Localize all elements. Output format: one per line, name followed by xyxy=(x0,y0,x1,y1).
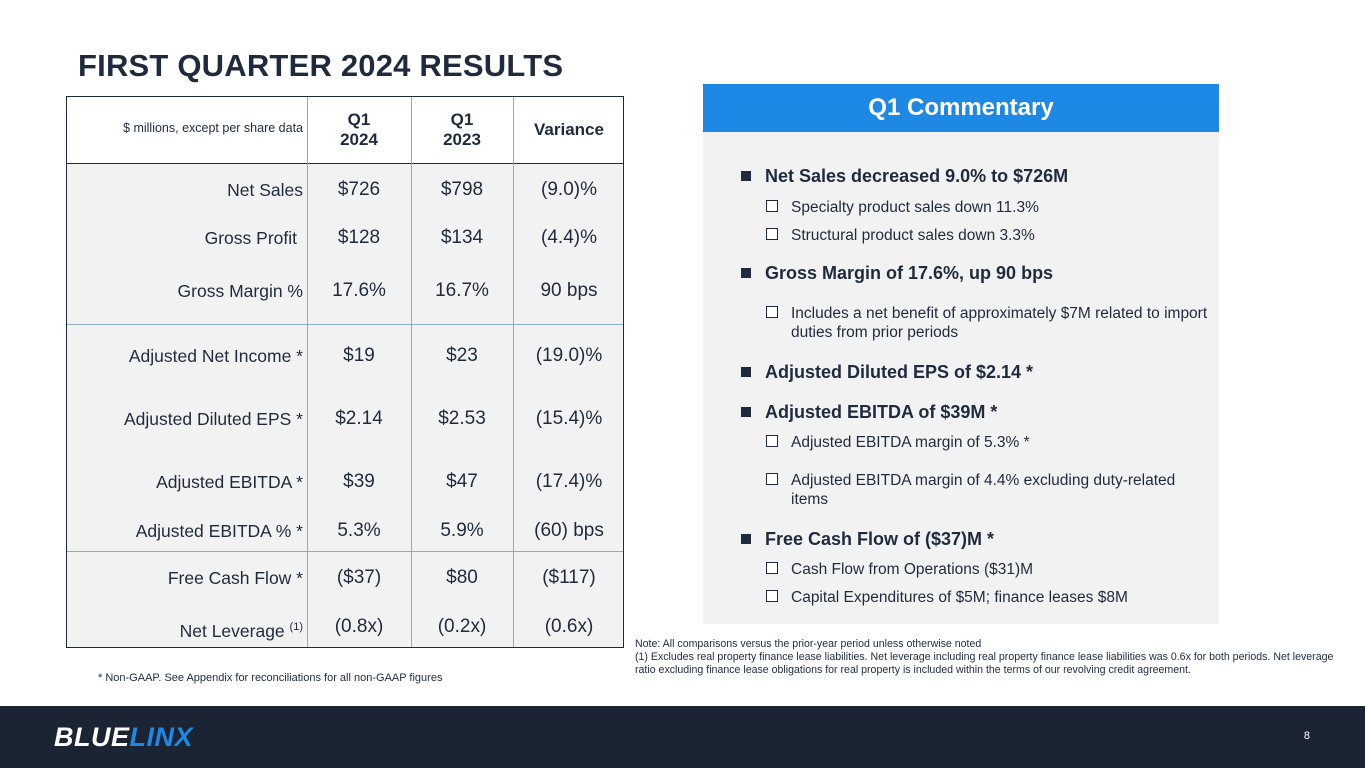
non-gaap-footnote: * Non-GAAP. See Appendix for reconciliat… xyxy=(98,672,443,684)
footnote-line: Note: All comparisons versus the prior-y… xyxy=(635,638,982,650)
row-label: Gross Profit xyxy=(204,228,297,248)
variance-value: (17.4)% xyxy=(535,471,603,492)
q1-2024-value: $128 xyxy=(337,227,381,248)
column-header-variance: Variance xyxy=(534,120,604,139)
column-divider xyxy=(307,97,308,647)
footnote-line: (1) Excludes real property finance lease… xyxy=(635,651,1334,676)
q1-2023-value: $80 xyxy=(446,567,478,588)
unit-note: $ millions, except per share data xyxy=(123,121,303,135)
row-label: Net Sales xyxy=(227,180,303,200)
hollow-square-bullet-icon xyxy=(766,200,778,212)
table-row: Adjusted EBITDA * $39 $47 (17.4)% xyxy=(67,467,623,497)
q1-2023-value: 16.7% xyxy=(435,280,489,301)
table-row: Net Leverage (1) (0.8x) (0.2x) (0.6x) xyxy=(67,612,623,642)
row-label: Adjusted EBITDA % * xyxy=(135,521,303,541)
variance-value: (0.6x) xyxy=(544,616,594,637)
variance-value: 90 bps xyxy=(540,280,598,301)
row-label: Free Cash Flow * xyxy=(167,568,303,588)
table-row: Net Sales $726 $798 (9.0)% xyxy=(67,175,623,205)
table-row: Gross Profit $128 $134 (4.4)% xyxy=(67,223,623,253)
q1-2024-value: $2.14 xyxy=(335,408,383,429)
square-bullet-icon xyxy=(741,171,751,181)
variance-value: (60) bps xyxy=(534,520,604,541)
q1-2024-value: $19 xyxy=(343,345,375,366)
commentary-panel: Net Sales decreased 9.0% to $726M Specia… xyxy=(703,132,1219,624)
hollow-square-bullet-icon xyxy=(766,435,778,447)
results-table: $ millions, except per share data Q1 2024… xyxy=(66,96,624,648)
variance-value: (9.0)% xyxy=(541,179,597,200)
table-row: Adjusted Net Income * $19 $23 (19.0)% xyxy=(67,341,623,371)
table-row: Adjusted EBITDA % * 5.3% 5.9% (60) bps xyxy=(67,516,623,546)
section-divider xyxy=(67,551,623,552)
q1-2024-value: $39 xyxy=(343,471,375,492)
q1-2024-value: 17.6% xyxy=(332,280,386,301)
column-divider xyxy=(513,97,514,647)
footnotes: Note: All comparisons versus the prior-y… xyxy=(635,638,1345,677)
table-row: Free Cash Flow * ($37) $80 ($117) xyxy=(67,563,623,593)
row-label: Adjusted EBITDA * xyxy=(156,472,303,492)
q1-2024-value: (0.8x) xyxy=(334,616,384,637)
q1-2024-value: ($37) xyxy=(336,567,382,588)
q1-2023-value: (0.2x) xyxy=(437,616,487,637)
bluelinx-logo: BLUELINX xyxy=(54,722,194,752)
q1-2023-value: $47 xyxy=(446,471,478,492)
row-label: Adjusted Net Income * xyxy=(128,346,303,366)
hollow-square-bullet-icon xyxy=(766,228,778,240)
q1-2023-value: $798 xyxy=(440,179,484,200)
column-divider xyxy=(411,97,412,647)
square-bullet-icon xyxy=(741,268,751,278)
row-label: Gross Margin % xyxy=(177,281,303,301)
q1-2023-value: 5.9% xyxy=(440,520,484,541)
table-row: Adjusted Diluted EPS * $2.14 $2.53 (15.4… xyxy=(67,404,623,434)
q1-2024-value: 5.3% xyxy=(337,520,381,541)
square-bullet-icon xyxy=(741,367,751,377)
row-label: Net Leverage (1) xyxy=(179,620,303,641)
variance-value: (4.4)% xyxy=(541,227,597,248)
hollow-square-bullet-icon xyxy=(766,590,778,602)
page-number: 8 xyxy=(1303,730,1310,742)
commentary-heading: Q1 Commentary xyxy=(703,84,1219,132)
variance-value: (15.4)% xyxy=(535,408,603,429)
q1-2023-value: $134 xyxy=(440,227,484,248)
square-bullet-icon xyxy=(741,534,751,544)
q1-2023-value: $2.53 xyxy=(438,408,486,429)
variance-value: ($117) xyxy=(542,567,596,588)
column-header-q1-2024: Q1 2024 xyxy=(340,110,378,149)
hollow-square-bullet-icon xyxy=(766,473,778,485)
footnote-marker: (1) xyxy=(289,621,303,633)
row-label: Adjusted Diluted EPS * xyxy=(124,409,303,429)
table-row: Gross Margin % 17.6% 16.7% 90 bps xyxy=(67,276,623,306)
hollow-square-bullet-icon xyxy=(766,306,778,318)
column-header-q1-2023: Q1 2023 xyxy=(443,110,481,149)
footer-bar: BLUELINX 8 xyxy=(0,706,1365,768)
page-title: FIRST QUARTER 2024 RESULTS xyxy=(78,48,564,83)
q1-2023-value: $23 xyxy=(446,345,478,366)
q1-2024-value: $726 xyxy=(337,179,381,200)
table-header: $ millions, except per share data Q1 2024… xyxy=(67,97,623,164)
square-bullet-icon xyxy=(741,407,751,417)
hollow-square-bullet-icon xyxy=(766,562,778,574)
section-divider xyxy=(67,324,623,325)
variance-value: (19.0)% xyxy=(535,345,603,366)
